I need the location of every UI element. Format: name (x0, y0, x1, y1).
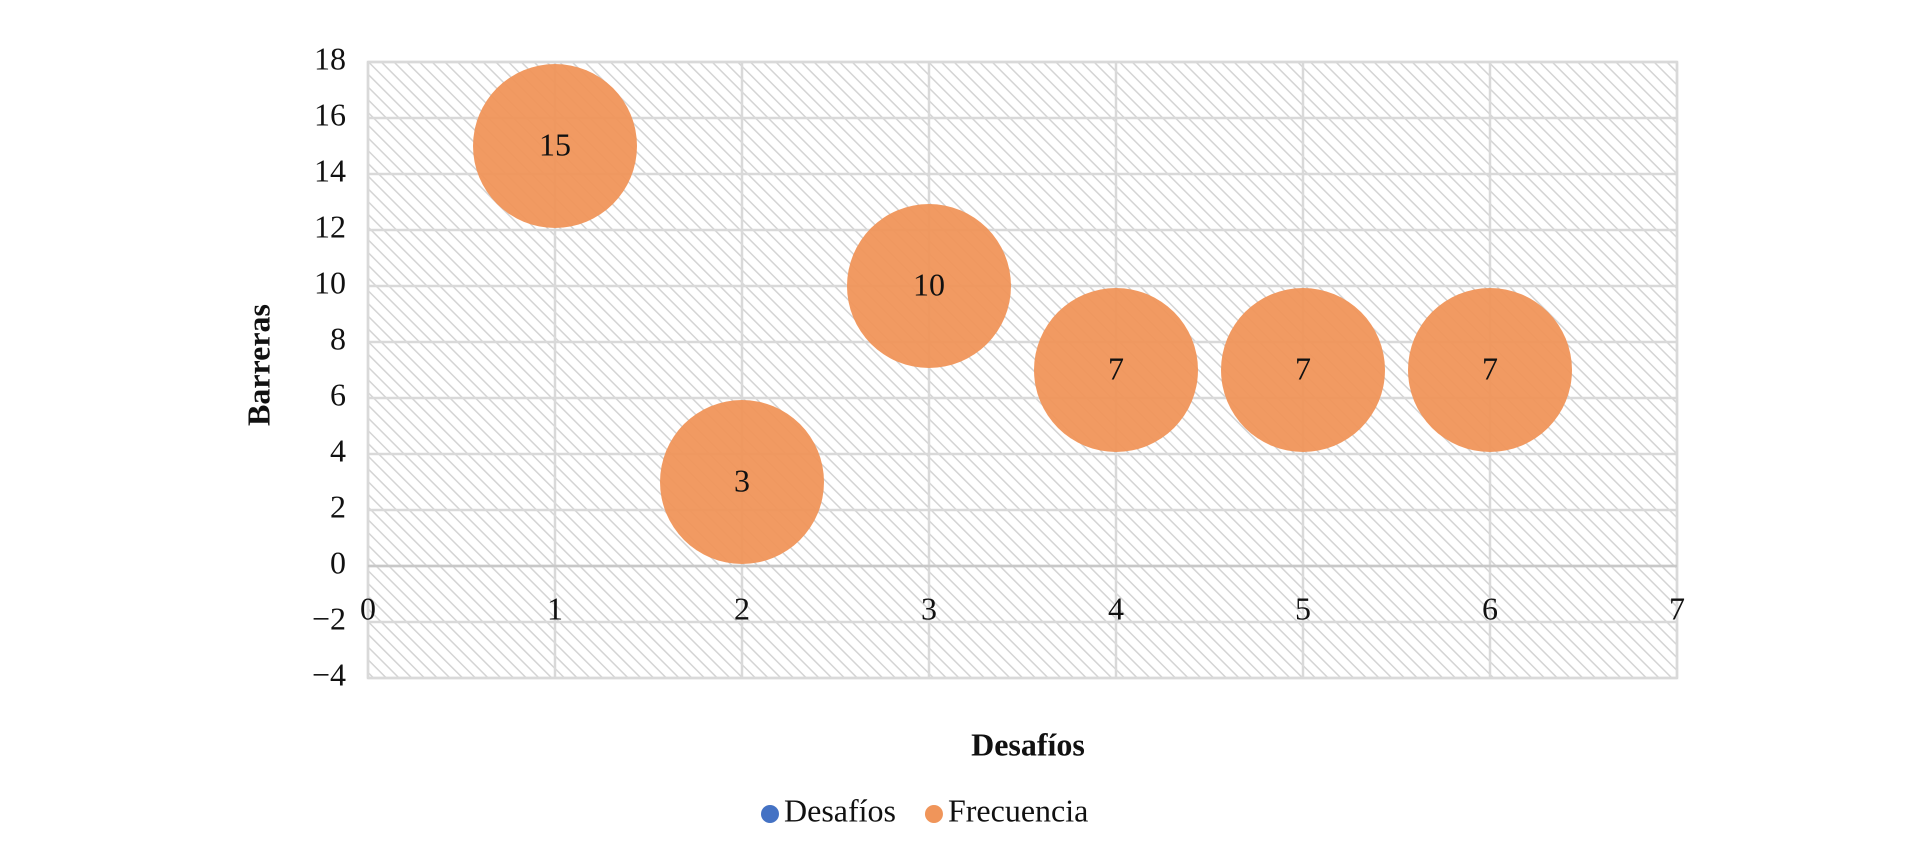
bubble (1408, 288, 1572, 452)
y-tick-label: 10 (314, 264, 346, 300)
y-tick-label: 0 (330, 544, 346, 580)
x-tick-label: 0 (360, 590, 376, 626)
y-tick-label: 4 (330, 432, 346, 468)
legend-label: Frecuencia (948, 792, 1088, 828)
data-label: 3 (734, 462, 750, 498)
y-tick-label: 16 (314, 96, 346, 132)
y-tick-label: 8 (330, 320, 346, 356)
x-tick-label: 4 (1108, 590, 1124, 626)
y-tick-label: −2 (312, 600, 346, 636)
data-label: 7 (1108, 350, 1124, 386)
x-tick-label: 3 (921, 590, 937, 626)
y-tick-label: −4 (312, 656, 346, 692)
data-label: 15 (539, 126, 571, 162)
bubble (660, 400, 824, 564)
y-tick-label: 18 (314, 40, 346, 76)
x-tick-label: 2 (734, 590, 750, 626)
legend-label: Desafíos (784, 792, 896, 828)
y-tick-label: 12 (314, 208, 346, 244)
legend-marker (761, 805, 779, 823)
data-label: 7 (1482, 350, 1498, 386)
bubble (847, 204, 1011, 368)
y-tick-label: 14 (314, 152, 346, 188)
bubble (1221, 288, 1385, 452)
data-label: 10 (913, 266, 945, 302)
x-tick-label: 5 (1295, 590, 1311, 626)
y-tick-label: 6 (330, 376, 346, 412)
legend-marker (924, 805, 943, 823)
x-tick-label: 1 (547, 590, 563, 626)
bubble (473, 64, 637, 228)
x-tick-label: 7 (1669, 590, 1685, 626)
x-tick-label: 6 (1482, 590, 1498, 626)
y-tick-label: 2 (330, 488, 346, 524)
y-axis-title: Barreras (240, 304, 276, 426)
x-axis-title: Desafíos (971, 726, 1085, 762)
bubble (1034, 288, 1198, 452)
data-label: 7 (1295, 350, 1311, 386)
